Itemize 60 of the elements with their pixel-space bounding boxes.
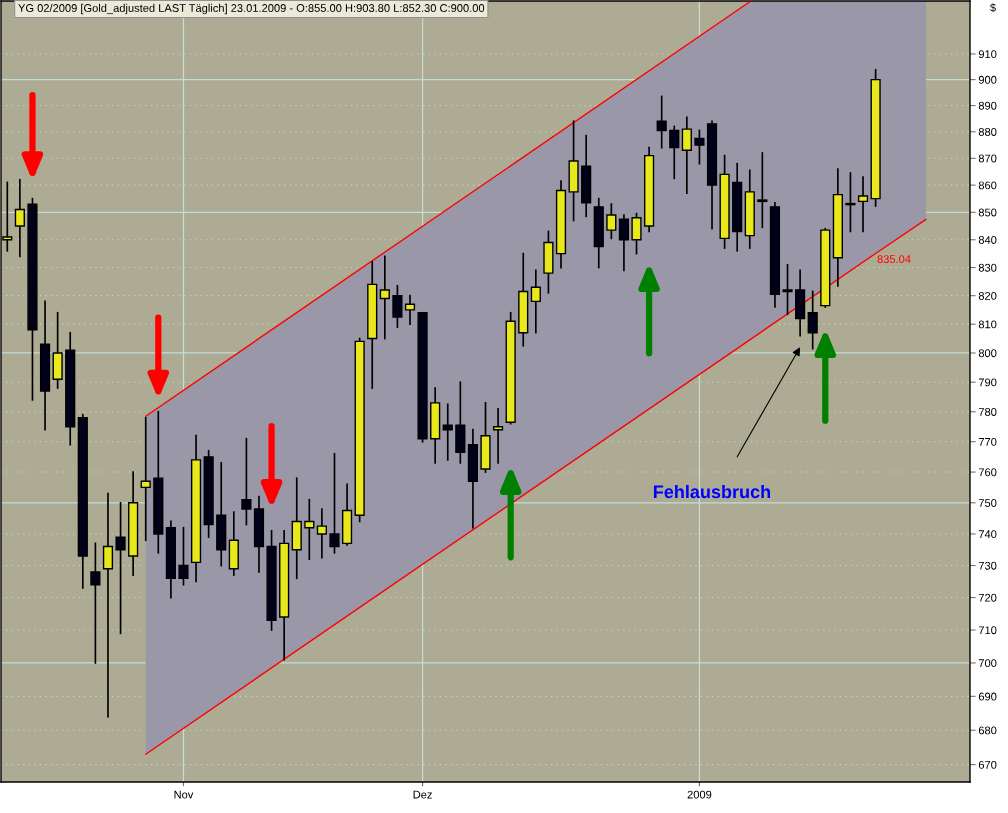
candlestick <box>329 452 340 554</box>
candlestick <box>492 407 504 464</box>
y-tick-label: 810 <box>978 320 997 329</box>
candlestick <box>757 152 768 229</box>
candlestick <box>115 501 126 635</box>
candlestick <box>379 255 390 340</box>
y-tick-label: 860 <box>978 181 997 190</box>
y-tick-label: 830 <box>978 263 997 272</box>
candlestick <box>857 176 869 233</box>
y-tick-label: 780 <box>978 408 997 416</box>
candlestick <box>656 95 667 149</box>
y-tick-label: 890 <box>978 101 997 110</box>
y-tick-label: 670 <box>978 760 997 769</box>
candlestick <box>530 269 541 334</box>
candlestick <box>681 116 692 195</box>
candlestick <box>631 212 642 255</box>
candlestick <box>669 125 680 180</box>
y-tick-label: 740 <box>978 530 997 539</box>
candlestick <box>316 508 328 559</box>
candlestick <box>807 290 818 350</box>
y-tick-label: 850 <box>978 208 997 217</box>
candlestick <box>606 203 617 240</box>
candlestick <box>442 403 453 461</box>
y-tick-label: 720 <box>978 593 997 602</box>
y-tick-label: 680 <box>978 726 997 735</box>
y-tick-label: 910 <box>978 50 997 59</box>
candlestick <box>140 416 151 542</box>
y-axis-title: $ <box>990 3 996 13</box>
candlestick <box>694 129 705 165</box>
y-tick-label: 820 <box>978 291 997 300</box>
candlestick <box>14 178 25 258</box>
candlestick <box>782 263 793 315</box>
data-label: 835.04 <box>877 255 911 264</box>
x-tick-label: 2009 <box>687 790 712 799</box>
y-tick-label: 800 <box>978 349 997 358</box>
y-tick-label: 900 <box>978 75 997 84</box>
candlestick <box>102 492 114 718</box>
candlestick <box>618 214 630 272</box>
chart-title: YG 02/2009 [Gold_adjusted LAST Täglich] 23.01.2009 - O:855.00 H:903.80 L:852.30 C:900.00 <box>18 3 485 15</box>
x-tick-label: Nov <box>174 790 194 799</box>
y-tick-label: 700 <box>978 659 997 668</box>
y-tick-label: 730 <box>978 561 997 570</box>
candlestick <box>392 284 403 328</box>
candlestick <box>90 542 101 664</box>
y-tick-label: 710 <box>978 626 997 635</box>
y-tick-label: 770 <box>978 437 997 446</box>
y-tick-label: 840 <box>978 236 997 244</box>
candlestick <box>845 172 856 233</box>
candlestick <box>178 526 189 586</box>
y-tick-label: 880 <box>978 128 997 136</box>
candlestick <box>241 437 252 526</box>
y-tick-label: 760 <box>978 468 997 477</box>
y-tick-label: 690 <box>978 692 997 701</box>
y-tick-label: 750 <box>978 499 997 507</box>
y-tick-label: 870 <box>978 154 997 163</box>
y-tick-label: 790 <box>978 378 997 387</box>
annotation: Fehlausbruch <box>653 484 771 499</box>
x-tick-label: Dez <box>413 790 432 799</box>
candlestick <box>404 294 416 325</box>
candlestick <box>304 498 315 561</box>
